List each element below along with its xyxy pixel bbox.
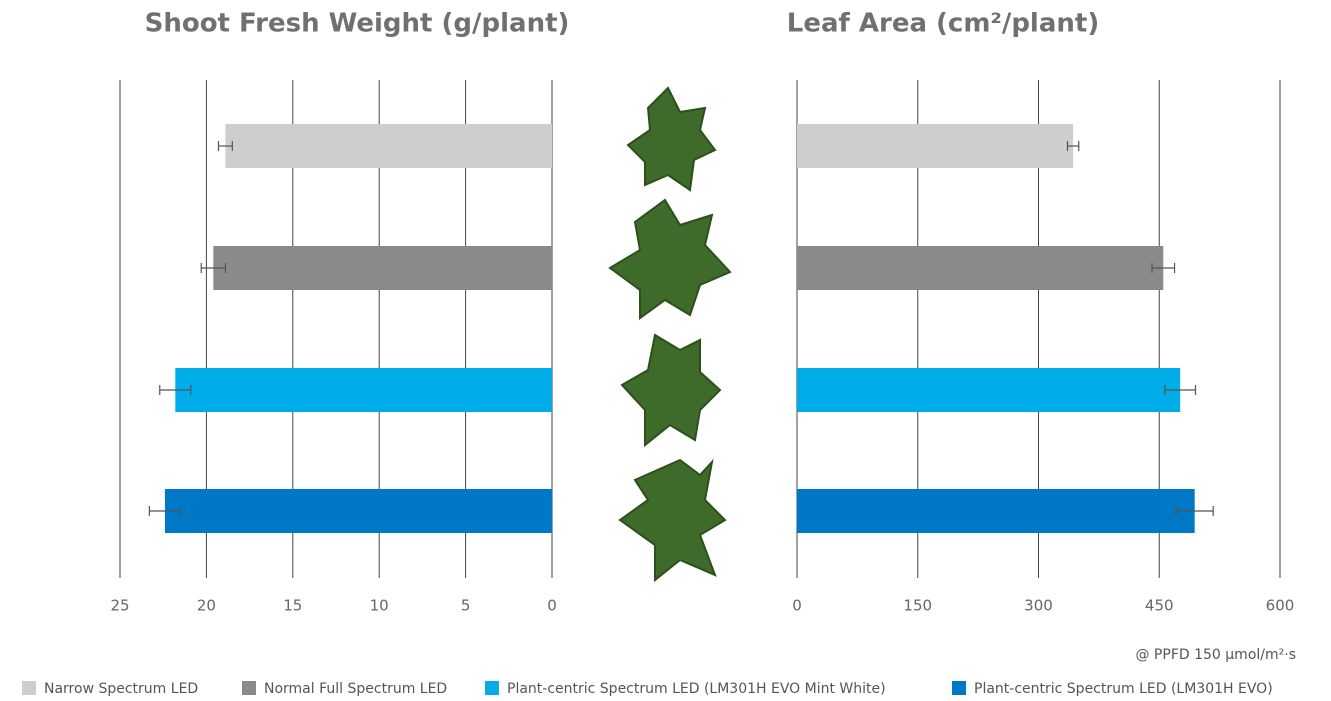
x-tick-label: 300	[1024, 597, 1053, 615]
bar	[165, 489, 552, 533]
legend-label: Plant-centric Spectrum LED (LM301H EVO)	[974, 681, 1273, 697]
plant-image	[628, 88, 715, 190]
chart-title: Leaf Area (cm²/plant)	[787, 9, 1099, 39]
plant-images	[610, 88, 730, 580]
x-tick-label: 450	[1145, 597, 1174, 615]
plant-image	[620, 460, 725, 580]
x-tick-label: 5	[461, 597, 471, 615]
legend-label: Narrow Spectrum LED	[44, 681, 198, 697]
x-tick-label: 15	[283, 597, 302, 615]
bar	[175, 368, 552, 412]
legend-swatch	[952, 681, 966, 695]
chart-title: Shoot Fresh Weight (g/plant)	[145, 9, 570, 39]
legend-swatch	[22, 681, 36, 695]
bar	[225, 124, 552, 168]
bar	[797, 489, 1195, 533]
bar	[797, 124, 1073, 168]
bar	[797, 246, 1163, 290]
note: @ PPFD 150 µmol/m²·s	[1135, 647, 1296, 663]
legend-swatch	[485, 681, 499, 695]
bar	[213, 246, 552, 290]
x-tick-label: 600	[1266, 597, 1295, 615]
x-tick-label: 10	[370, 597, 389, 615]
plant-image	[610, 200, 730, 318]
x-tick-label: 0	[792, 597, 802, 615]
x-tick-label: 0	[547, 597, 557, 615]
legend-swatch	[242, 681, 256, 695]
x-tick-label: 150	[903, 597, 932, 615]
x-tick-label: 25	[110, 597, 129, 615]
legend-label: Normal Full Spectrum LED	[264, 681, 447, 697]
chart: Shoot Fresh Weight (g/plant) 0 5 10 15 20 25 Le…	[0, 0, 1331, 701]
bar	[797, 368, 1180, 412]
page: Shoot Fresh Weight (g/plant) 0 5 10 15 20 25 Le…	[0, 0, 1331, 701]
legend-label: Plant-centric Spectrum LED (LM301H EVO M…	[507, 681, 886, 697]
plant-image	[622, 335, 720, 445]
x-tick-label: 20	[197, 597, 216, 615]
